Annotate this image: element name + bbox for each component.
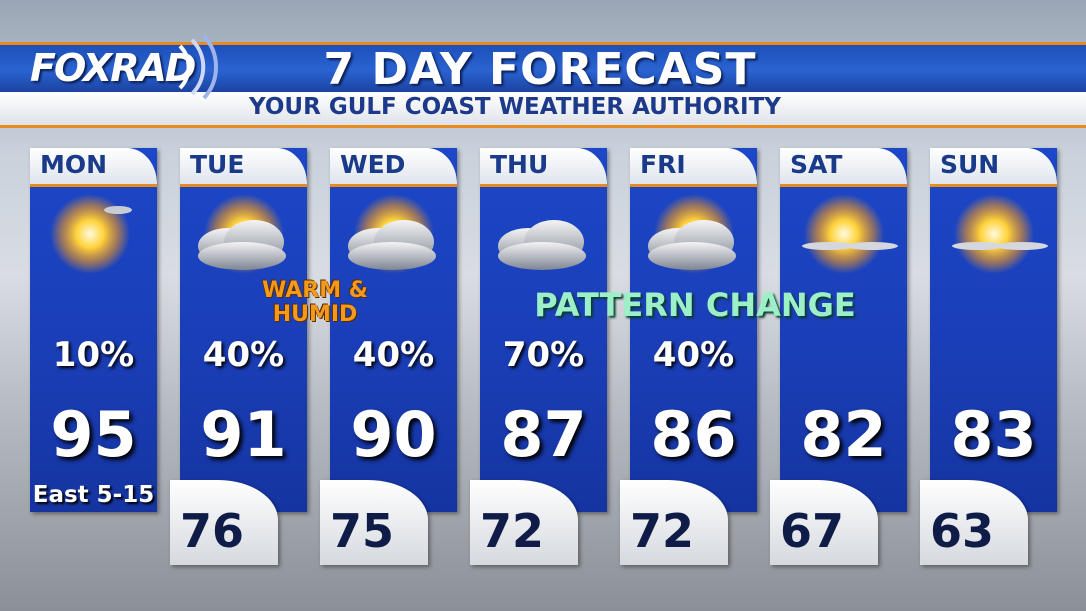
low-temp: 72 xyxy=(480,504,545,558)
logo-waves xyxy=(178,34,218,100)
day-tab: SUN xyxy=(930,148,1057,187)
weather-icon xyxy=(952,194,1048,274)
day-label: WED xyxy=(340,150,406,179)
wind: East 5-15 xyxy=(32,482,155,508)
weather-icon xyxy=(50,194,132,274)
day-column: 40% 91 xyxy=(180,148,307,512)
day-label: THU xyxy=(490,150,549,179)
day-column: 40% 90 xyxy=(330,148,457,512)
annotation: WARM & xyxy=(262,278,368,303)
low-box: 63 xyxy=(920,480,1028,565)
low-box: 72 xyxy=(620,480,728,565)
low-box: 72 xyxy=(470,480,578,565)
low-temp: 63 xyxy=(930,504,995,558)
day-label: SUN xyxy=(940,150,1000,179)
weather-icon xyxy=(498,220,586,270)
day-tab: TUE xyxy=(180,148,307,187)
weather-icon xyxy=(348,194,436,274)
day-tab: THU xyxy=(480,148,607,187)
weather-icon xyxy=(648,194,736,274)
precip-chance: 70% xyxy=(502,335,585,375)
day-tab: FRI xyxy=(630,148,757,187)
high-temp: 91 xyxy=(200,398,287,471)
weather-icon xyxy=(198,194,286,274)
day-label: SAT xyxy=(790,150,843,179)
low-box: 75 xyxy=(320,480,428,565)
high-temp: 82 xyxy=(800,398,887,471)
title: 7 DAY FORECAST xyxy=(323,44,757,95)
high-temp: 83 xyxy=(950,398,1037,471)
annotation: HUMID xyxy=(272,302,358,327)
subtitle: YOUR GULF COAST WEATHER AUTHORITY xyxy=(249,94,781,120)
annotation: PATTERN CHANGE xyxy=(534,286,856,324)
day-column: 70% 87 xyxy=(480,148,607,512)
day-label: TUE xyxy=(190,150,245,179)
high-temp: 95 xyxy=(50,398,137,471)
subtitle-bar xyxy=(0,92,1086,128)
low-temp: 75 xyxy=(330,504,395,558)
day-tab: MON xyxy=(30,148,157,187)
logo: FOXRAD xyxy=(30,46,196,90)
day-column: 40% 86 xyxy=(630,148,757,512)
precip-chance: 40% xyxy=(202,335,285,375)
day-tab: WED xyxy=(330,148,457,187)
day-label: FRI xyxy=(640,150,686,179)
precip-chance: 10% xyxy=(52,335,135,375)
low-box: 76 xyxy=(170,480,278,565)
low-temp: 76 xyxy=(180,504,245,558)
high-temp: 90 xyxy=(350,398,437,471)
precip-chance: 40% xyxy=(652,335,735,375)
day-column: 82 xyxy=(780,148,907,512)
low-temp: 67 xyxy=(780,504,845,558)
low-box: 67 xyxy=(770,480,878,565)
day-column: 10% 95 East 5-15 xyxy=(30,148,157,512)
high-temp: 86 xyxy=(650,398,737,471)
day-column: 83 xyxy=(930,148,1057,512)
low-temp: 72 xyxy=(630,504,695,558)
high-temp: 87 xyxy=(500,398,587,471)
precip-chance: 40% xyxy=(352,335,435,375)
weather-icon xyxy=(802,194,898,274)
day-label: MON xyxy=(40,150,108,179)
day-tab: SAT xyxy=(780,148,907,187)
